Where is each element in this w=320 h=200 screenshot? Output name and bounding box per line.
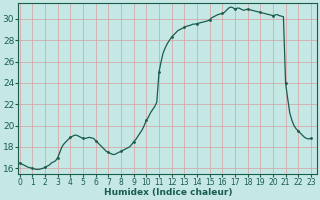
X-axis label: Humidex (Indice chaleur): Humidex (Indice chaleur): [104, 188, 232, 197]
